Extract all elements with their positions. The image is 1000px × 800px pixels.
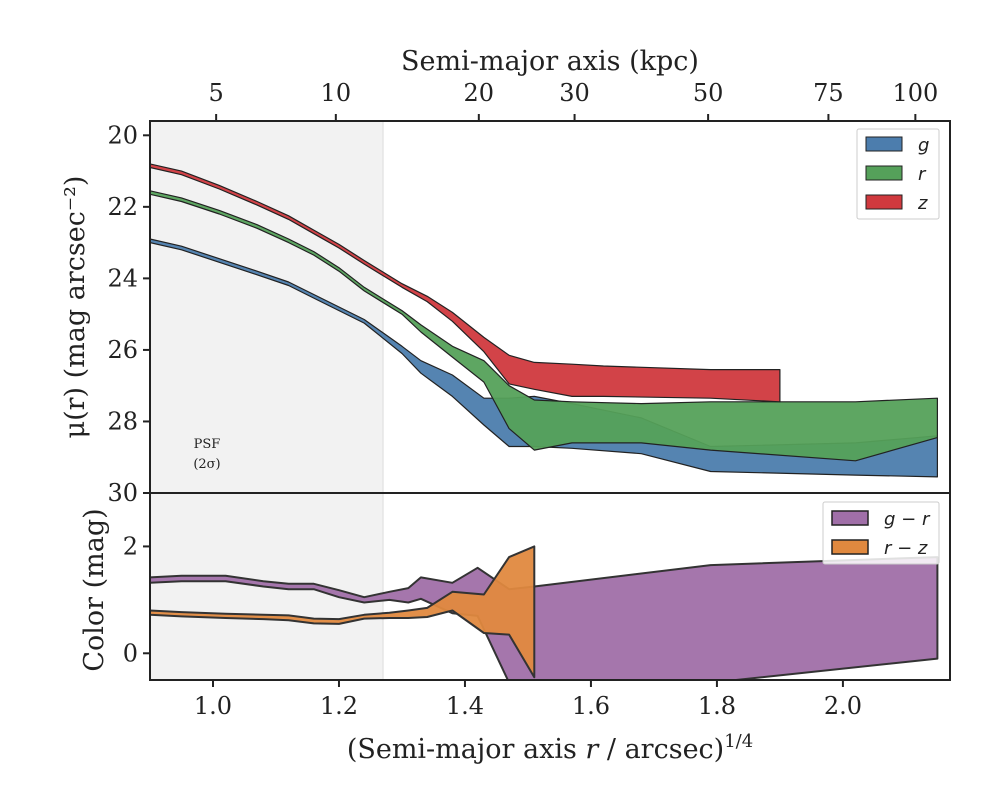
legend-label-r-z: r − z — [884, 538, 928, 559]
legend-label-z: z — [917, 193, 928, 214]
top-x-tick-label: 30 — [559, 79, 590, 107]
legend-swatch-g-r — [831, 510, 869, 526]
top-x-tick-label: 100 — [892, 79, 938, 107]
color-bands — [150, 545, 939, 680]
x-tick-label: 1.8 — [698, 692, 736, 720]
legend-label-g-r: g − r — [884, 509, 931, 530]
x-tick-label: 2.0 — [824, 692, 862, 720]
surface-brightness-bands — [150, 163, 938, 478]
top-x-tick-label: 50 — [693, 79, 724, 107]
x-tick-label: 1.0 — [194, 692, 232, 720]
color-legend: g − r r − z — [822, 501, 940, 565]
y-tick-label: 22 — [107, 193, 138, 221]
band-r-z — [150, 545, 536, 679]
top-x-tick-label: 10 — [321, 79, 352, 107]
y-tick-label: 24 — [107, 264, 138, 292]
legend-swatch-z — [865, 194, 903, 210]
legend-swatch-r-z — [831, 539, 869, 555]
top-x-tick-label: 5 — [209, 79, 224, 107]
color-axis-title: Color (mag) — [79, 508, 110, 671]
x-axis-title: (Semi-major axis r / arcsec)1/4 — [347, 731, 753, 765]
surface-brightness-legend: g r z — [856, 128, 940, 220]
x-axis-title-exponent: 1/4 — [724, 731, 753, 752]
legend-label-g: g — [918, 135, 929, 156]
top-x-tick-label: 20 — [464, 79, 495, 107]
color-y-tick-label: 0 — [123, 639, 138, 667]
band-r — [150, 190, 938, 462]
top-axis-title: Semi-major axis (kpc) — [401, 46, 699, 77]
psf-sigma-label: (2σ) — [193, 457, 220, 472]
psf-label: PSF — [194, 437, 221, 452]
y-tick-label: 20 — [107, 121, 138, 149]
x-tick-label: 1.2 — [320, 692, 358, 720]
x-axis-title-rest: / arcsec) — [598, 734, 724, 765]
y-tick-label: 30 — [107, 479, 138, 507]
color-y-tick-label: 2 — [123, 532, 138, 560]
color-panel-frame — [149, 492, 951, 681]
x-tick-label: 1.6 — [572, 692, 610, 720]
x-axis-title-variable: r — [585, 734, 600, 765]
surface-brightness-axis-title: μ(r) (mag arcsec⁻²) — [60, 176, 91, 439]
psf-region-shade — [150, 121, 384, 493]
x-axis-title-base: (Semi-major axis — [347, 734, 586, 765]
legend-label-r: r — [918, 164, 927, 185]
band-z — [150, 163, 781, 403]
legend-swatch-g — [865, 136, 903, 152]
legend-swatch-r — [865, 165, 903, 181]
band-g-r — [150, 556, 939, 680]
x-tick-label: 1.4 — [446, 692, 484, 720]
axes: 20 22 24 26 28 30 5 10 20 30 50 75 100 0 2 1.0 1.2 1.4 1.6… — [107, 79, 938, 720]
y-tick-label: 28 — [107, 407, 138, 435]
y-tick-label: 26 — [107, 336, 138, 364]
top-x-tick-label: 75 — [813, 79, 844, 107]
